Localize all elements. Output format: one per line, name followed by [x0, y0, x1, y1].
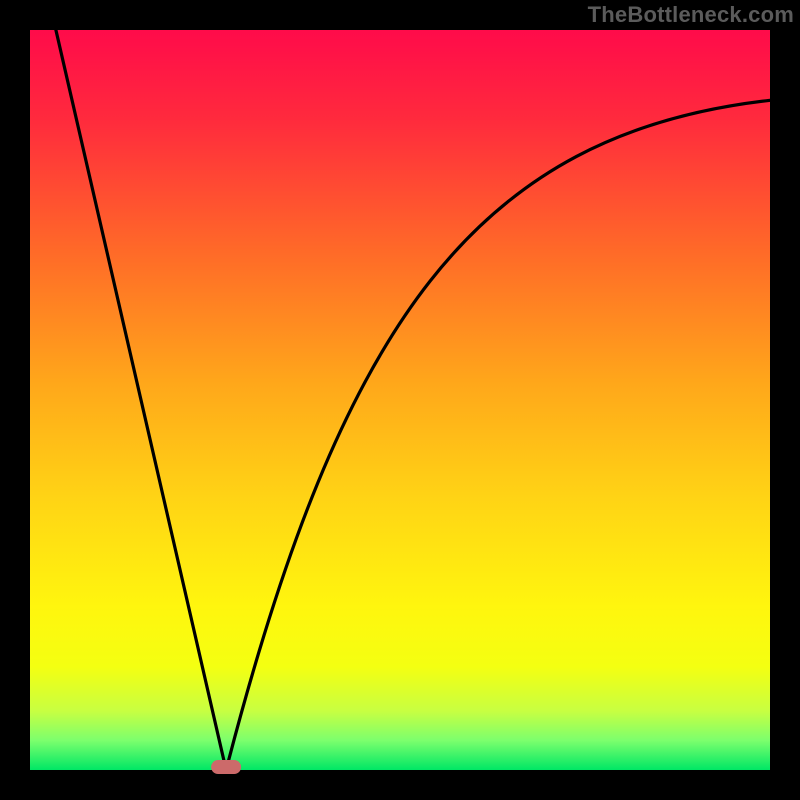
- watermark-text: TheBottleneck.com: [588, 2, 794, 28]
- bottleneck-chart: [0, 0, 800, 800]
- optimum-marker: [211, 760, 241, 774]
- chart-root: TheBottleneck.com: [0, 0, 800, 800]
